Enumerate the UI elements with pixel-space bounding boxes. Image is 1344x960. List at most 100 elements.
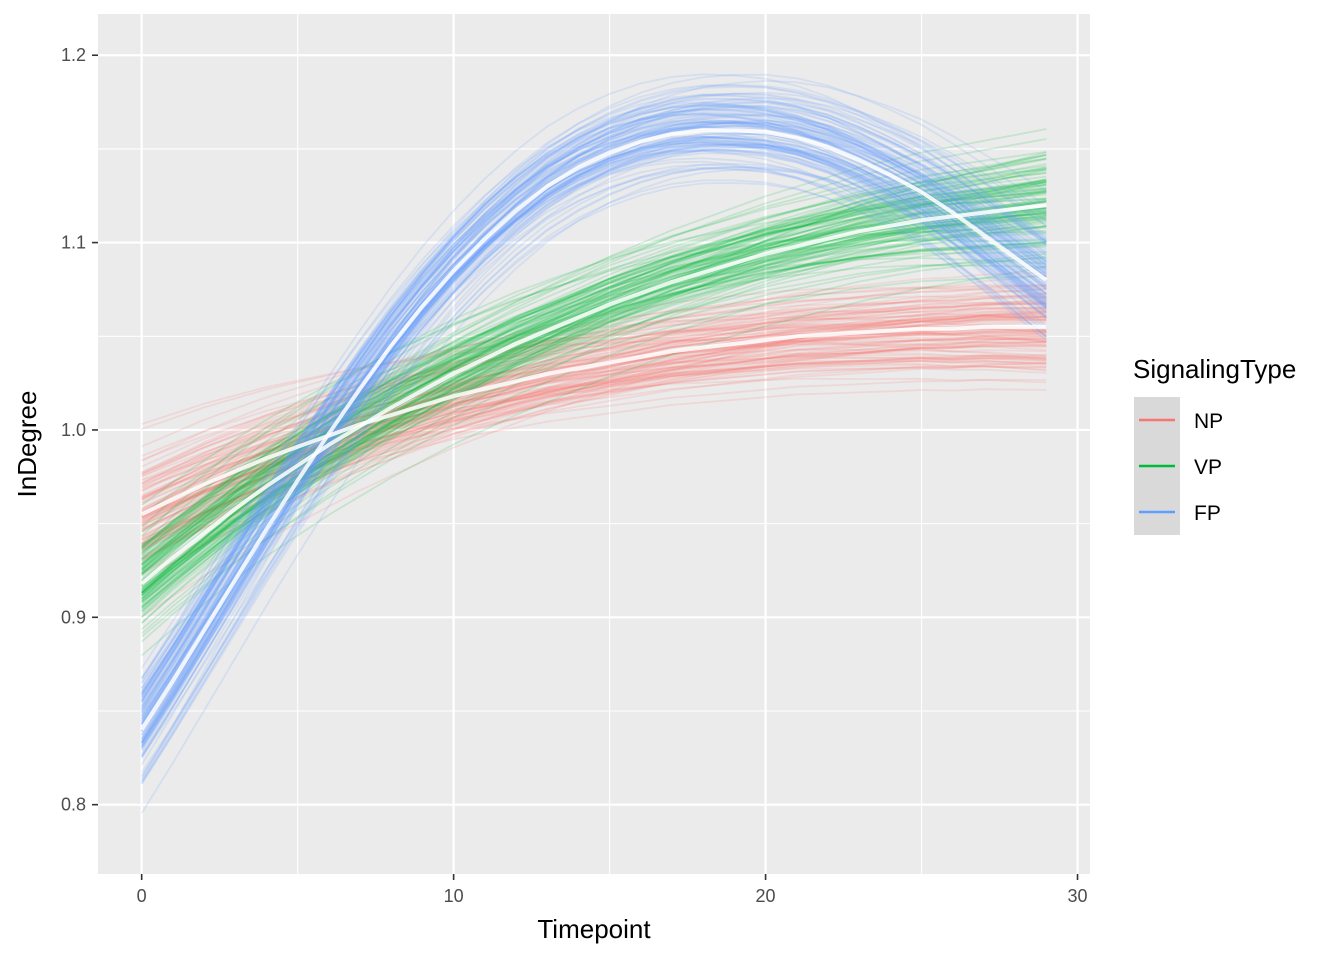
- sample-curve: [141, 219, 1047, 615]
- sample-curve: [141, 283, 1047, 515]
- sample-curve: [141, 333, 1047, 461]
- sample-curve: [140, 138, 1047, 713]
- sample-curve: [141, 310, 1047, 524]
- y-tick-label: 1.0: [61, 420, 86, 440]
- sample-curve: [140, 101, 1047, 679]
- sample-curve: [140, 119, 1047, 744]
- sample-curve: [140, 137, 1047, 739]
- sample-curve: [141, 166, 1047, 574]
- sample-curve: [141, 271, 1047, 539]
- sample-curve: [141, 345, 1047, 519]
- sample-curve: [140, 94, 1047, 696]
- sample-curve: [141, 191, 1047, 570]
- sample-curve: [141, 302, 1047, 513]
- sample-curve: [141, 218, 1047, 568]
- sample-curve: [141, 341, 1047, 516]
- sample-curve: [140, 168, 1047, 717]
- sample-curve: [141, 332, 1047, 476]
- sample-curve: [141, 207, 1047, 547]
- sample-curve: [140, 73, 1047, 717]
- sample-curve: [141, 211, 1047, 594]
- sample-curve: [140, 92, 1047, 732]
- sample-curve: [141, 314, 1047, 503]
- sample-curve: [141, 198, 1047, 537]
- sample-curve: [141, 325, 1047, 552]
- sample-curve: [140, 106, 1047, 721]
- sample-curve: [141, 334, 1047, 563]
- sample-curve: [141, 344, 1047, 545]
- x-tick-label: 0: [137, 886, 147, 906]
- sample-curve: [141, 331, 1047, 478]
- y-tick-label: 1.2: [61, 45, 86, 65]
- sample-curve: [141, 158, 1047, 588]
- sample-curve: [141, 335, 1047, 547]
- sample-curve: [140, 136, 1047, 716]
- sample-curve: [141, 297, 1047, 618]
- sample-curve: [141, 318, 1047, 510]
- sample-curve: [141, 232, 1047, 550]
- sample-curve: [141, 198, 1047, 596]
- legend-item-vp: VP: [1134, 443, 1222, 489]
- sample-curve: [140, 98, 1047, 701]
- sample-curve: [140, 85, 1047, 712]
- sample-curve: [141, 209, 1047, 566]
- sample-curve: [141, 292, 1047, 501]
- x-tick-label: 10: [444, 886, 464, 906]
- sample-curve: [141, 178, 1047, 603]
- sample-curve: [141, 172, 1047, 554]
- y-axis: 0.8 0.9 1.0 1.1 1.2: [61, 45, 98, 815]
- y-tick-label: 1.1: [61, 233, 86, 253]
- sample-curve: [141, 355, 1047, 519]
- sample-curve: [140, 100, 1047, 725]
- sample-curve: [140, 179, 1047, 785]
- sample-curve: [141, 178, 1047, 619]
- sample-curve: [141, 179, 1047, 550]
- legend-label: FP: [1194, 502, 1221, 525]
- sample-curve: [140, 112, 1047, 694]
- sample-curve: [140, 118, 1047, 693]
- sample-curve: [141, 191, 1047, 600]
- sample-curve: [140, 107, 1047, 705]
- sample-curve: [140, 143, 1047, 736]
- sample-curve: [140, 126, 1047, 695]
- sample-curve: [140, 163, 1047, 729]
- sample-curve: [141, 340, 1047, 520]
- minor-gridlines: [98, 14, 1090, 874]
- sample-curve: [141, 339, 1047, 425]
- sample-curve: [141, 316, 1047, 448]
- sample-curve: [140, 163, 1047, 778]
- sample-curve: [141, 355, 1047, 481]
- sample-curve: [140, 112, 1047, 703]
- sample-curve: [141, 171, 1047, 613]
- sample-curve: [141, 353, 1047, 496]
- sample-curve: [140, 100, 1047, 743]
- legend-label: VP: [1194, 456, 1222, 479]
- sample-curve: [140, 149, 1047, 692]
- sample-curve: [141, 241, 1047, 612]
- sample-curve: [141, 286, 1047, 473]
- sample-curve: [141, 334, 1047, 546]
- sample-curve: [141, 367, 1047, 489]
- sample-curve: [141, 344, 1047, 549]
- sample-curve: [140, 104, 1047, 700]
- x-tick-label: 30: [1068, 886, 1088, 906]
- sample-curve: [141, 356, 1047, 546]
- sample-curve: [141, 190, 1047, 596]
- sample-curve: [140, 157, 1047, 684]
- sample-curve: [141, 199, 1047, 571]
- legend: SignalingType NP VP FP: [1133, 354, 1296, 535]
- sample-curve: [141, 330, 1047, 538]
- sample-curve: [140, 104, 1047, 780]
- sample-curve: [141, 316, 1047, 515]
- major-gridlines: [98, 14, 1090, 874]
- sample-curve: [140, 160, 1047, 699]
- sample-curve: [141, 241, 1047, 586]
- sample-curve: [141, 285, 1047, 476]
- sample-curve: [140, 92, 1047, 722]
- sample-curve: [141, 150, 1047, 549]
- sample-curve: [141, 355, 1047, 540]
- sample-curve: [141, 190, 1047, 554]
- legend-item-fp: FP: [1134, 489, 1221, 535]
- sample-curve: [141, 201, 1047, 577]
- y-tick-label: 0.8: [61, 795, 86, 815]
